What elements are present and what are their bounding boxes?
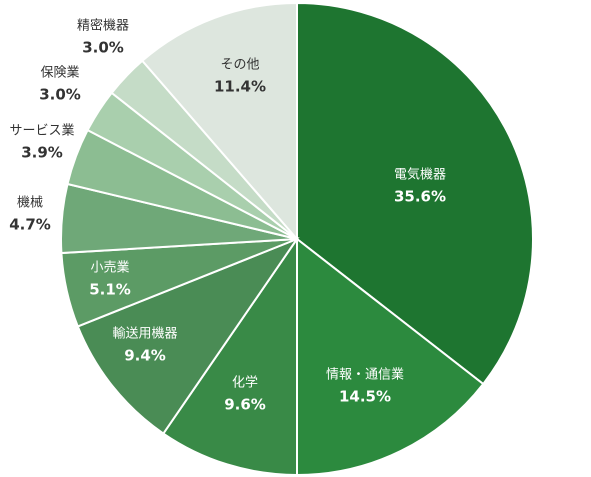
slice	[140, 1, 298, 242]
slice-label: 機械	[17, 196, 43, 211]
value-label: 5.1%	[89, 281, 131, 299]
slice-label: 化学	[232, 375, 258, 391]
slice-label: 精密機器	[77, 18, 129, 34]
value-label: 9.4%	[124, 347, 166, 365]
value-label: 3.0%	[39, 86, 81, 104]
slice	[161, 235, 298, 477]
slice	[76, 236, 300, 435]
slice	[296, 236, 485, 477]
value-label: 9.6%	[224, 396, 266, 414]
slice-label: 保険業	[40, 65, 79, 81]
value-label: 4.7%	[9, 216, 51, 234]
value-label: 3.0%	[82, 39, 124, 57]
value-label: 11.4%	[214, 78, 266, 96]
value-label: 35.6%	[394, 188, 446, 206]
slice-label: 輸送用機器	[112, 327, 177, 342]
value-label: 3.9%	[21, 144, 63, 162]
slice-label: 電気機器	[394, 167, 446, 183]
slice-label: その他	[220, 58, 259, 73]
slice-label: 小売業	[90, 260, 129, 276]
slice-label: サービス業	[9, 123, 74, 139]
slice	[296, 1, 534, 386]
slice-label: 情報・通信業	[326, 367, 404, 383]
value-label: 14.5%	[339, 388, 391, 406]
